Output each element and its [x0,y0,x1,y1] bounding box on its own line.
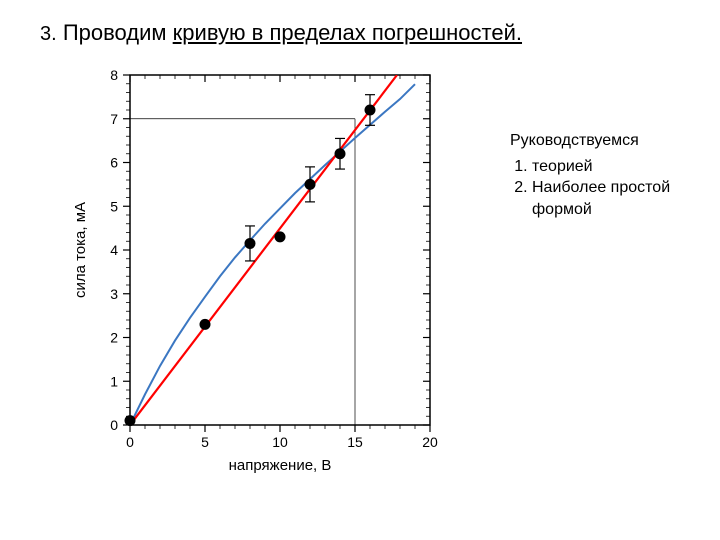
data-point [335,148,346,159]
notes-lead: Руководствуемся [510,130,700,152]
title-underlined: кривую в пределах погрешностей. [173,20,522,45]
y-tick-label: 6 [110,155,118,171]
title-verb: Проводим [63,20,167,45]
notes-item: Наиболее простой формой [532,177,700,220]
notes-block: Руководствуемся теорией Наиболее простой… [510,130,700,220]
y-axis-label: сила тока, мА [72,202,89,298]
notes-item: теорией [532,156,700,178]
data-point [245,238,256,249]
chart-svg: 0 5 10 15 20 0 1 2 3 4 5 6 7 8 напряжение, В сила тока,… [60,65,460,495]
title-number: 3. [40,23,57,45]
y-tick-label: 8 [110,67,118,83]
plot-frame [130,75,430,425]
x-axis-label: напряжение, В [229,457,332,474]
data-point [275,231,286,242]
y-tick-label: 1 [110,373,118,389]
y-tick-label: 4 [110,242,118,258]
notes-list: теорией Наиболее простой формой [510,156,700,221]
data-point [200,319,211,330]
data-point [305,179,316,190]
x-tick-label: 15 [347,434,363,450]
y-tick-label: 3 [110,286,118,302]
y-tick-label: 5 [110,198,118,214]
x-tick-label: 20 [422,434,438,450]
x-tick-label: 5 [201,434,209,450]
page-title: 3. Проводим кривую в пределах погрешност… [40,20,522,46]
y-tick-label: 7 [110,111,118,127]
chart-container: 0 5 10 15 20 0 1 2 3 4 5 6 7 8 напряжение, В сила тока,… [60,65,460,495]
x-tick-label: 0 [126,434,134,450]
y-tick-label: 0 [110,417,118,433]
x-tick-label: 10 [272,434,288,450]
data-point [365,105,376,116]
data-point [125,415,136,426]
y-tick-label: 2 [110,330,118,346]
